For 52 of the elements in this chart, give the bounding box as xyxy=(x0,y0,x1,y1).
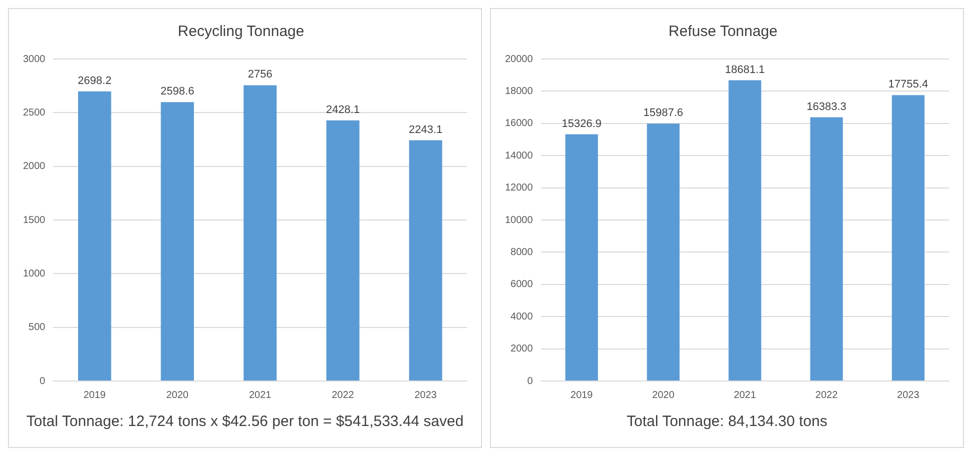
y-tick-label: 8000 xyxy=(510,246,534,258)
bar xyxy=(326,120,360,380)
data-label: 2243.1 xyxy=(408,124,442,136)
y-tick-label: 1000 xyxy=(22,268,46,280)
text: Total Tonnage: 12,724 tons x $42.56 per ton = $541,533.44 saved xyxy=(25,413,465,430)
y-tick-label: 10000 xyxy=(504,214,534,226)
y-tick-label: 500 xyxy=(28,322,46,334)
data-label: 15987.6 xyxy=(643,107,684,120)
data-label: 15326.9 xyxy=(562,118,602,130)
text: Total Tonnage: 84,134.30 tons xyxy=(626,413,828,430)
y-tick-label: 3000 xyxy=(22,54,46,65)
bar xyxy=(244,85,277,380)
data-label: 17755.4 xyxy=(888,78,928,91)
bar xyxy=(892,95,925,380)
x-tick-label: 2019 xyxy=(570,390,594,401)
data-label: 2756 xyxy=(248,68,272,81)
data-label: 2598.6 xyxy=(160,86,194,98)
x-tick-label: 2023 xyxy=(414,390,438,401)
y-tick-label: 0 xyxy=(40,376,46,387)
x-tick-label: 2023 xyxy=(897,390,920,401)
bar xyxy=(810,117,843,380)
y-tick-label: 2500 xyxy=(22,107,46,118)
x-tick-label: 2019 xyxy=(83,390,106,401)
x-tick-label: 2020 xyxy=(652,390,675,401)
chart-title: Refuse Tonnage xyxy=(668,23,778,40)
chart-title: Recycling Tonnage xyxy=(178,23,304,40)
x-tick-label: 2022 xyxy=(815,390,838,401)
data-label: 2698.2 xyxy=(78,74,112,87)
y-tick-label: 0 xyxy=(527,376,534,387)
x-tick-label: 2021 xyxy=(249,390,272,401)
y-tick-label: 18000 xyxy=(504,86,534,97)
y-tick-label: 16000 xyxy=(504,118,534,130)
bar xyxy=(78,91,112,380)
data-label: 16383.3 xyxy=(806,100,846,113)
x-tick-label: 2022 xyxy=(332,390,354,401)
y-tick-label: 12000 xyxy=(504,182,534,194)
bar xyxy=(409,140,442,380)
y-tick-label: 4000 xyxy=(510,311,534,322)
y-tick-label: 14000 xyxy=(504,150,534,162)
x-tick-label: 2021 xyxy=(734,390,756,401)
bar xyxy=(728,80,762,380)
y-tick-label: 20000 xyxy=(504,54,534,65)
bar xyxy=(565,134,598,380)
data-label: 18681.1 xyxy=(725,64,765,76)
y-tick-label: 6000 xyxy=(510,279,534,290)
y-tick-label: 2000 xyxy=(510,344,534,355)
bar xyxy=(646,124,680,380)
x-tick-label: 2020 xyxy=(166,390,189,401)
data-label: 2428.1 xyxy=(326,104,360,116)
bar xyxy=(160,102,194,380)
y-tick-label: 1500 xyxy=(22,214,46,226)
y-tick-label: 2000 xyxy=(22,161,46,172)
